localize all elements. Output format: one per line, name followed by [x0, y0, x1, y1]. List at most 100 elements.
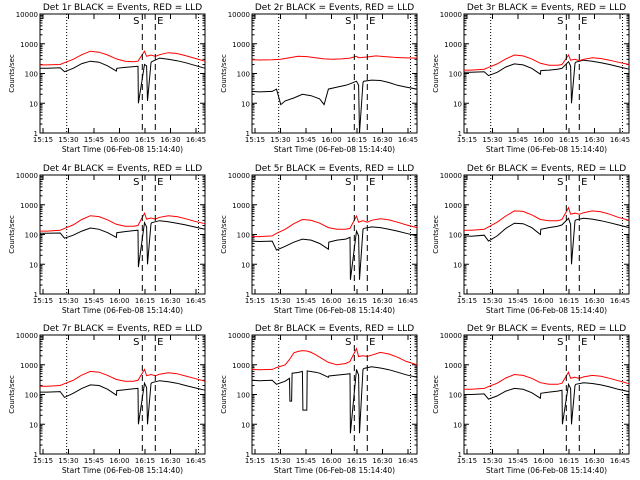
x-tick-label: 16:30 [584, 457, 604, 465]
x-tick-label: 16:45 [186, 457, 206, 465]
marker-label-e: E [369, 337, 375, 348]
y-tick-label: 10000 [440, 172, 462, 180]
x-tick-label: 16:15 [347, 297, 367, 305]
chart-panel-8: Det 8r BLACK = Events, RED = LLD 1 10 100 10… [220, 324, 418, 475]
x-axis-label: Start Time (06-Feb-08 15:14:40) [274, 145, 395, 154]
y-axis-label: Counts/sec [220, 215, 228, 254]
chart-panel-9: Det 9r BLACK = Events, RED = LLD 1 10 100 10… [432, 324, 630, 475]
x-tick-label: 16:45 [398, 136, 418, 144]
x-tick-label: 15:30 [58, 136, 78, 144]
plot-frame [251, 13, 418, 134]
series-line-events [464, 382, 630, 425]
chart-title: Det 6r BLACK = Events, RED = LLD [467, 164, 626, 174]
x-tick-label: 16:45 [398, 297, 418, 305]
series-line-events [40, 220, 206, 268]
plot-frame [251, 174, 418, 295]
x-tick-label: 16:00 [321, 136, 341, 144]
chart-panel-7: Det 7r BLACK = Events, RED = LLD 1 10 100 10… [8, 324, 206, 475]
y-tick-label: 10000 [228, 11, 250, 19]
x-tick-label: 15:15 [33, 297, 53, 305]
y-axis-label: Counts/sec [220, 54, 228, 93]
marker-label-s: S [345, 177, 351, 188]
y-tick-label: 1 [34, 130, 38, 138]
series-line-events [464, 59, 630, 104]
marker-label-s: S [345, 337, 351, 348]
x-axis-label: Start Time (06-Feb-08 15:14:40) [274, 306, 395, 315]
x-tick-label: 15:15 [245, 136, 265, 144]
y-tick-label: 100 [25, 392, 38, 400]
y-tick-label: 1000 [20, 202, 38, 210]
chart-title: Det 2r BLACK = Events, RED = LLD [255, 3, 414, 13]
marker-label-s: S [133, 16, 139, 27]
y-tick-label: 10000 [16, 332, 38, 340]
chart-title: Det 1r BLACK = Events, RED = LLD [43, 3, 202, 13]
y-tick-label: 10000 [228, 172, 250, 180]
y-tick-label: 10 [29, 100, 38, 108]
y-tick-label: 10 [241, 421, 250, 429]
chart-panel-5: Det 5r BLACK = Events, RED = LLD 1 10 100 10… [220, 164, 418, 315]
series-line-lld [251, 55, 418, 61]
marker-label-e: E [369, 16, 375, 27]
x-tick-label: 16:30 [584, 297, 604, 305]
y-tick-label: 1000 [444, 362, 462, 370]
y-tick-label: 1 [246, 130, 250, 138]
x-tick-label: 16:15 [135, 457, 155, 465]
x-tick-label: 16:15 [347, 457, 367, 465]
x-tick-label: 16:45 [610, 136, 630, 144]
chart-title: Det 9r BLACK = Events, RED = LLD [467, 324, 626, 334]
x-tick-label: 15:30 [270, 297, 290, 305]
marker-label-e: E [581, 337, 587, 348]
y-tick-label: 1 [246, 451, 250, 459]
x-axis-label: Start Time (06-Feb-08 15:14:40) [62, 306, 183, 315]
y-tick-label: 10000 [440, 11, 462, 19]
y-tick-label: 1 [458, 291, 462, 299]
marker-label-e: E [157, 177, 163, 188]
x-tick-label: 16:00 [321, 297, 341, 305]
x-tick-label: 15:15 [457, 457, 477, 465]
y-tick-label: 1 [458, 451, 462, 459]
x-tick-label: 16:30 [160, 457, 180, 465]
y-tick-label: 10 [29, 421, 38, 429]
y-tick-label: 100 [25, 232, 38, 240]
marker-label-s: S [557, 177, 563, 188]
x-tick-label: 16:30 [160, 136, 180, 144]
marker-label-s: S [133, 177, 139, 188]
y-tick-label: 1 [458, 130, 462, 138]
y-tick-label: 100 [237, 71, 250, 79]
x-tick-label: 16:45 [186, 297, 206, 305]
y-axis-label: Counts/sec [8, 54, 16, 93]
chart-panel-3: Det 3r BLACK = Events, RED = LLD 1 10 100 10… [432, 3, 630, 154]
x-tick-label: 16:15 [347, 136, 367, 144]
y-tick-label: 100 [449, 71, 462, 79]
marker-label-e: E [581, 16, 587, 27]
x-axis-label: Start Time (06-Feb-08 15:14:40) [62, 145, 183, 154]
y-tick-label: 1000 [232, 362, 250, 370]
x-tick-label: 15:45 [84, 457, 104, 465]
plot-frame [39, 174, 206, 295]
chart-title: Det 8r BLACK = Events, RED = LLD [255, 324, 414, 334]
x-tick-label: 16:00 [321, 457, 341, 465]
series-line-events [463, 217, 630, 265]
x-tick-label: 15:45 [84, 297, 104, 305]
y-tick-label: 10 [29, 261, 38, 269]
y-tick-label: 1000 [232, 202, 250, 210]
series-line-events [251, 79, 418, 134]
x-tick-label: 16:30 [160, 297, 180, 305]
x-tick-label: 16:45 [610, 297, 630, 305]
x-tick-label: 15:15 [245, 297, 265, 305]
x-axis-label: Start Time (06-Feb-08 15:14:40) [486, 306, 607, 315]
y-axis-label: Counts/sec [432, 54, 440, 93]
x-tick-label: 15:30 [270, 457, 290, 465]
y-tick-label: 10 [453, 421, 462, 429]
marker-label-e: E [581, 177, 587, 188]
chart-title: Det 7r BLACK = Events, RED = LLD [43, 324, 202, 334]
x-tick-label: 15:30 [482, 136, 502, 144]
marker-label-s: S [345, 16, 351, 27]
y-tick-label: 10 [241, 261, 250, 269]
plot-frame [251, 334, 418, 455]
x-axis-label: Start Time (06-Feb-08 15:14:40) [486, 466, 607, 475]
y-axis-label: Counts/sec [432, 375, 440, 414]
x-tick-label: 15:30 [58, 457, 78, 465]
plot-frame [463, 174, 630, 295]
